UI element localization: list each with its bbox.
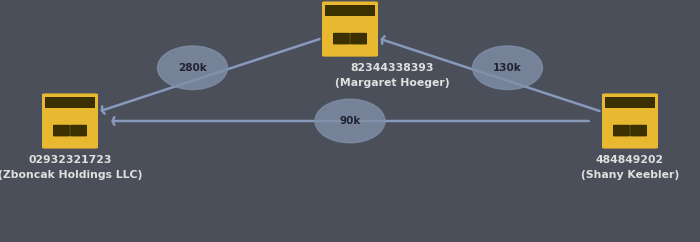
FancyBboxPatch shape (53, 125, 70, 136)
Text: 484849202
(Shany Keebler): 484849202 (Shany Keebler) (581, 155, 679, 180)
Text: 82344338393
(Margaret Hoeger): 82344338393 (Margaret Hoeger) (335, 63, 449, 88)
Ellipse shape (158, 46, 228, 90)
Bar (325, 5, 375, 16)
Text: 90k: 90k (340, 116, 360, 126)
Text: 280k: 280k (178, 63, 207, 73)
FancyBboxPatch shape (333, 33, 350, 45)
FancyBboxPatch shape (602, 93, 658, 149)
FancyBboxPatch shape (350, 33, 367, 45)
FancyBboxPatch shape (70, 125, 87, 136)
Bar (45, 97, 95, 108)
FancyBboxPatch shape (613, 125, 630, 136)
FancyBboxPatch shape (322, 1, 378, 57)
Text: 130k: 130k (493, 63, 522, 73)
Ellipse shape (315, 99, 385, 143)
Bar (605, 97, 655, 108)
FancyBboxPatch shape (630, 125, 647, 136)
Text: 02932321723
(Zboncak Holdings LLC): 02932321723 (Zboncak Holdings LLC) (0, 155, 142, 180)
FancyBboxPatch shape (42, 93, 98, 149)
Ellipse shape (473, 46, 542, 90)
